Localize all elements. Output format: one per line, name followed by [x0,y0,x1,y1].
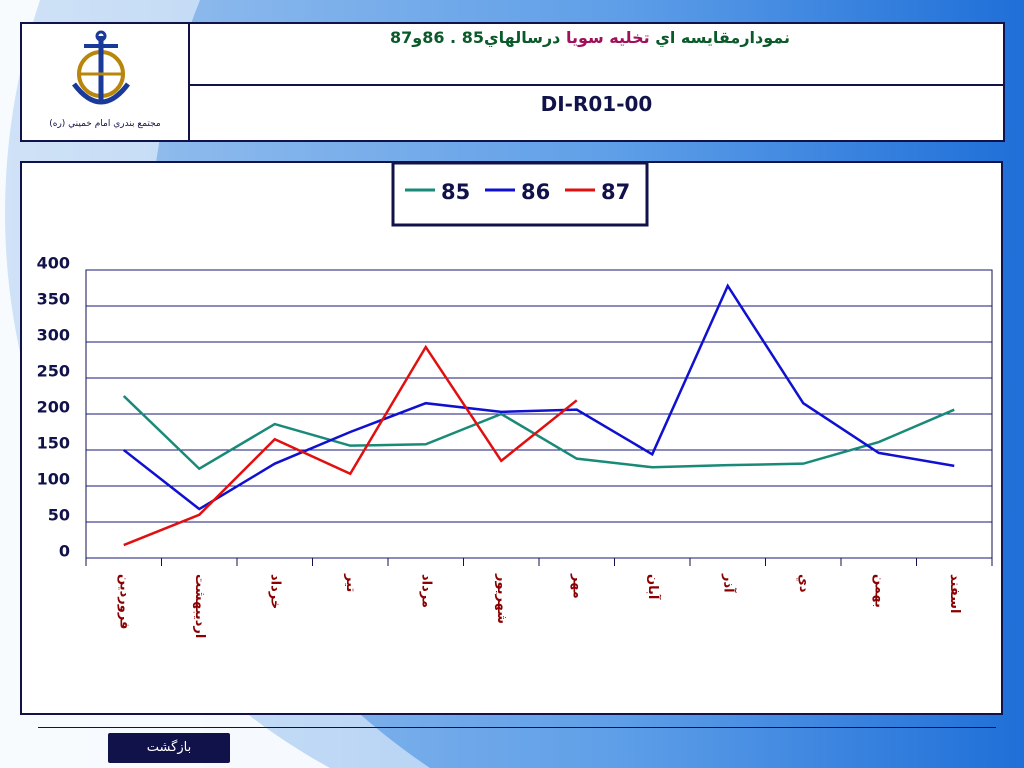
header-box [20,22,1005,142]
x-tick-label: مهر [569,573,584,599]
x-tick-label: فروردين [116,574,131,629]
x-tick-label: بهمن [871,574,886,608]
series-line [122,283,955,511]
series-line [123,344,578,547]
y-tick-label: 200 [37,398,70,417]
legend-box [391,161,649,227]
logo-caption: مجتمع بندري امام خميني (ره) [49,119,161,129]
header-divider [188,22,190,142]
header-divider [190,84,1005,86]
title-part: تخليه سويا [565,28,650,47]
y-tick-label: 100 [37,470,70,489]
legend-label: 86 [521,180,550,204]
x-tick-label: تير [343,573,358,592]
x-tick-label: خرداد [267,574,282,609]
title: نمودارمقايسه اي تخليه سويا درسالهاي85 . … [190,28,790,47]
y-tick-label: 300 [37,326,70,345]
y-tick-label: 50 [48,506,70,525]
document-code: DI-R01-00 [540,92,653,116]
y-tick-label: 400 [37,254,70,273]
x-tick-label: ارديبهشت [192,574,207,638]
x-tick-label: شهريور [494,573,509,624]
back-button[interactable]: بازگشت [108,733,230,763]
y-tick-label: 0 [59,542,70,561]
legend-label: 87 [601,180,630,204]
legend-label: 85 [441,180,470,204]
x-tick-label: اسفند [947,574,962,613]
title-part: درسالهاي85 . 86و87 [390,28,561,47]
y-tick-label: 250 [37,362,70,381]
logo [72,30,130,105]
x-tick-label: آذر [720,573,737,593]
y-tick-label: 350 [37,290,70,309]
title-part: نمودارمقايسه اي [655,28,790,47]
y-tick-label: 150 [37,434,70,453]
x-tick-label: دي [796,574,811,593]
x-tick-label: آبان [645,574,662,600]
footer-line [38,727,996,728]
series-line [122,395,955,471]
x-tick-label: مرداد [418,574,433,608]
